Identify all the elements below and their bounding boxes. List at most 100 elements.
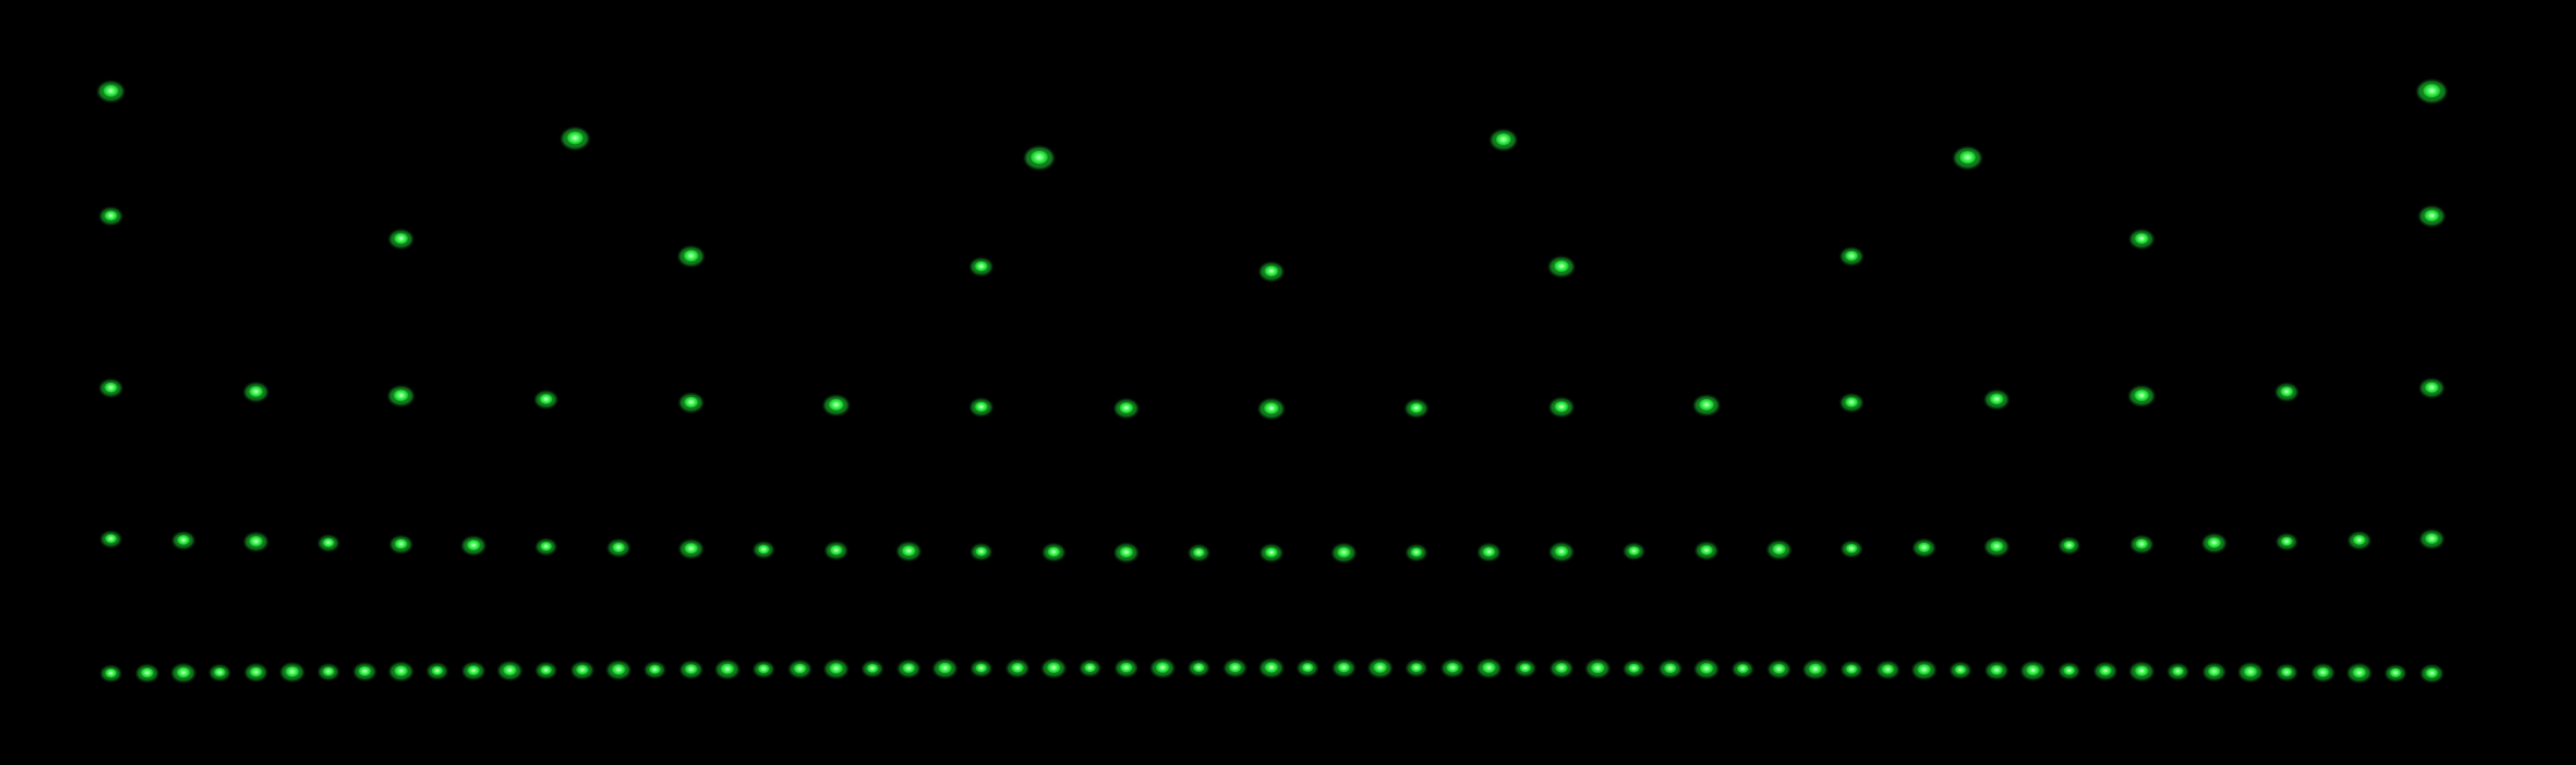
row-5-spot [716,660,739,678]
spot-core [104,211,118,222]
spot-core [829,545,844,556]
spot-core [2424,382,2439,394]
row-3-spot [971,399,992,416]
spot-core [975,663,988,674]
row-4-spot [2349,532,2370,549]
row-4-spot [1189,545,1208,561]
spot-core [1628,546,1641,556]
row-5-spot [428,664,447,678]
spot-core [2134,233,2150,245]
row-4-spot [101,531,121,547]
spot-core [1228,662,1242,674]
row-4-spot [1261,545,1282,561]
spot-core [539,394,553,405]
row-4-spot [826,543,846,559]
spot-core [105,668,117,679]
spot-core [103,85,119,98]
spot-core [2351,667,2367,679]
spot-core [1373,662,1388,674]
spot-core [249,667,263,678]
spot-core [284,666,300,678]
row-4-spot [1842,541,1861,556]
row-5-spot [1695,660,1718,678]
row-4-spot [680,540,702,558]
row-3-spot [1550,398,1573,416]
row-5-spot [2313,665,2333,681]
spot-core [140,667,155,679]
row-3-spot [1694,396,1719,415]
row-5-spot [1333,660,1355,676]
spot-core [104,382,118,394]
row-5-spot [1768,661,1790,678]
spot-core [1155,662,1170,674]
spot-core [1554,545,1569,558]
spot-core [1772,663,1786,675]
spot-core [1337,662,1351,674]
spot-core [1337,547,1352,559]
spot-core [757,664,770,675]
spot-core [1084,663,1097,674]
row-5-spot [1151,659,1174,677]
spot-core [322,538,335,549]
spot-core [2280,536,2293,547]
row-5-spot [645,662,665,677]
row-5-spot [572,662,593,678]
spot-core [2316,667,2330,678]
row-5-spot [537,663,556,678]
spot-core [2207,666,2221,678]
spot-core [566,131,584,146]
spot-core [394,538,408,550]
row-4-spot [1479,544,1499,561]
row-4-spot [1768,541,1791,559]
spot-core [684,543,699,555]
row-5-spot [1804,660,1827,678]
row-4-spot [897,543,920,560]
spot-core [393,665,409,678]
spot-core [2243,666,2259,678]
spot-core [1481,662,1497,674]
row-3-spot [2130,387,2154,405]
spot-core [539,665,552,676]
row-5-spot [1116,660,1137,676]
spot-core [1495,133,1512,147]
row-5-spot [1733,662,1752,676]
row-1-spot [1025,147,1054,169]
row-4-spot [245,533,268,551]
spot-core [1410,662,1423,674]
row-5-spot [681,662,702,678]
spot-core [176,535,191,546]
row-3-spot [1841,394,1862,411]
row-5-spot [2239,663,2262,681]
spot-core [2425,668,2439,679]
row-4-spot [462,537,485,554]
row-5-spot [2130,662,2153,680]
row-4-spot [1043,544,1064,561]
row-1-spot [2417,80,2446,103]
row-5-spot [2021,662,2044,680]
spot-core [393,233,409,245]
spot-core [575,665,589,676]
spot-core [1628,663,1641,674]
row-5-spot [2277,665,2297,680]
spot-core [1118,402,1134,415]
spot-core [901,545,916,558]
spot-core [1264,265,1279,278]
spot-core [2423,209,2440,223]
spot-core [1264,662,1279,674]
spot-core [2134,665,2150,678]
row-4-spot [972,545,991,559]
row-4-spot [2421,530,2443,548]
row-5-spot [498,662,521,680]
row-5-spot [2095,663,2116,679]
spot-core [1917,542,1931,554]
row-4-spot [2203,534,2226,552]
spot-core [720,663,735,676]
row-4-spot [1696,543,1717,559]
spot-core [466,539,481,552]
row-5-spot [1442,660,1463,676]
row-5-spot [2204,664,2225,680]
spot-core [684,396,699,409]
spot-core [1410,547,1423,558]
